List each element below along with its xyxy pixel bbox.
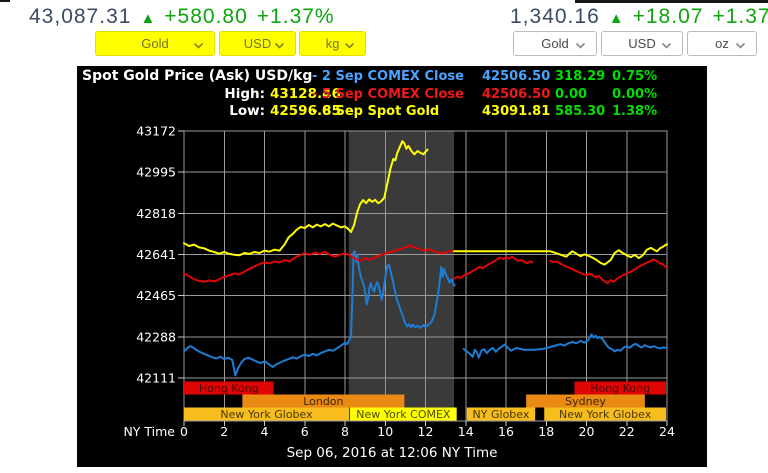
price-line-5-sep-spot-gold [183,244,456,283]
gold-quote-kg: 43,087.31 ▲ +580.80 +1.37% [29,5,335,29]
x-tick-label: 6 [301,424,309,439]
chevron-down-icon [575,42,586,49]
gold-change-oz: +18.07 [632,5,704,28]
session-bar [350,407,457,421]
session-bar-label: New York Globex [559,408,652,421]
y-tick-label: 42465 [136,288,176,303]
legend-change-2sep: 318.29 [555,69,606,84]
session-bar [184,407,350,421]
session-bar [184,381,274,395]
x-tick-label: 12 [418,424,434,439]
legend-name-5sep: - 5 Sep COMEX Close [312,86,464,102]
unit-select-oz[interactable]: oz [687,31,757,56]
session-bar-label: New York Globex [220,408,313,421]
legend-name-2sep: - 2 Sep COMEX Close [312,69,464,84]
chart-title: Spot Gold Price (Ask) USD/kg [82,68,313,84]
gold-change-pct-kg: +1.37% [256,5,335,28]
x-tick-label: 14 [458,424,474,439]
session-bar-label: NY Globex [473,408,530,421]
chevron-down-icon [274,42,285,49]
high-value: 43128.46 [270,85,341,102]
y-tick-label: 42111 [136,370,176,385]
legend-value-2sep: 42506.50 [482,69,551,84]
x-tick-label: 16 [498,424,514,439]
legend-change-5sep: 0.00 [555,86,588,102]
x-tick-label: 22 [619,424,635,439]
session-bar [466,407,536,421]
chevron-down-icon [661,42,672,49]
x-tick-label: 4 [261,424,269,439]
session-bar-label: Hong Kong [199,382,259,395]
top-left-cropped-element [0,0,10,2]
session-bar-label: Sydney [565,395,606,408]
low-value: 42596.85 [270,103,341,119]
x-tick-label: 8 [341,424,349,439]
low-label: Low: [229,103,265,119]
gold-change-kg: +580.80 [164,5,248,28]
unit-select-oz-value: oz [715,36,729,51]
gold-change-pct-oz: +1.37% [712,5,768,28]
currency-select-oz-value: USD [628,36,656,51]
chart-header-row-3: Low: 42596.85 - 6 Sep Spot Gold 43091.81… [77,103,707,120]
legend-pct-5sep: 0.00% [612,86,658,102]
chevron-down-icon [193,42,204,49]
chevron-down-icon [735,42,746,49]
y-tick-label: 42995 [136,165,176,180]
unit-select-kg[interactable]: kg [299,31,366,56]
legend-pct-6sep: 1.38% [612,104,658,119]
legend-value-6sep: 43091.81 [482,104,551,119]
currency-select-oz[interactable]: USD [601,31,683,56]
unit-select-kg-value: kg [325,36,340,51]
session-bar-label: Hong Kong [590,382,650,395]
price-line-6-sep-spot-gold [183,140,429,257]
session-bar-label: London [303,395,343,408]
commodity-select-oz-value: Gold [541,36,569,51]
up-arrow-icon: ▲ [140,10,156,27]
y-tick-label: 42818 [136,206,176,221]
gold-quote-oz: 1,340.16 ▲ +18.07 +1.37% [510,5,768,29]
chart-timestamp: Sep 06, 2016 at 12:06 NY Time [286,445,498,461]
session-bar [544,407,666,421]
commodity-select-kg-value: Gold [141,36,169,51]
legend-value-5sep: 42506.50 [482,86,551,102]
commodity-select-oz[interactable]: Gold [513,31,597,56]
session-bar [526,394,645,408]
top-right-cropped-element [575,0,768,3]
session-bar [242,394,405,408]
price-line-5-sep-spot-gold [453,255,534,280]
legend-change-6sep: 585.30 [555,104,606,119]
x-tick-label: 10 [377,424,393,439]
x-tick-label: 0 [180,424,188,439]
legend-name-6sep: - 6 Sep Spot Gold [312,104,440,119]
chart-header-row-1: Spot Gold Price (Ask) USD/kg - 2 Sep COM… [77,68,707,85]
commodity-select-kg[interactable]: Gold [95,31,215,56]
x-tick-label: 18 [538,424,554,439]
x-tick-label: 20 [579,424,595,439]
currency-select-kg[interactable]: USD [219,31,296,56]
legend-pct-2sep: 0.75% [612,69,658,84]
chevron-down-icon [344,42,355,49]
y-tick-label: 42288 [136,329,176,344]
price-line-2-sep-spot-gold [183,250,456,377]
x-tick-label: 24 [659,424,675,439]
session-bar [574,381,666,395]
comex-session-highlight [348,131,455,421]
price-line-6-sep-spot-gold [453,243,668,266]
gold-price-kg: 43,087.31 [29,5,132,28]
x-tick-label: 2 [220,424,228,439]
high-label: High: [224,85,265,102]
gold-price-oz: 1,340.16 [510,5,600,28]
currency-select-kg-value: USD [243,36,272,51]
price-line-2-sep-spot-gold [462,333,668,359]
y-tick-label: 42641 [136,247,176,262]
chart-panel: 43172 42995 42818 42641 42465 42288 42111 0 2 4 6 8… [77,66,707,467]
up-arrow-icon: ▲ [608,10,624,27]
chart-header-row-2: High: 43128.46 - 5 Sep COMEX Close 42506… [77,86,707,103]
price-line-5-sep-spot-gold [549,258,668,285]
session-bar-label: New York COMEX [356,408,451,421]
x-axis-label: NY Time [123,424,175,439]
y-tick-label: 43172 [136,124,176,139]
